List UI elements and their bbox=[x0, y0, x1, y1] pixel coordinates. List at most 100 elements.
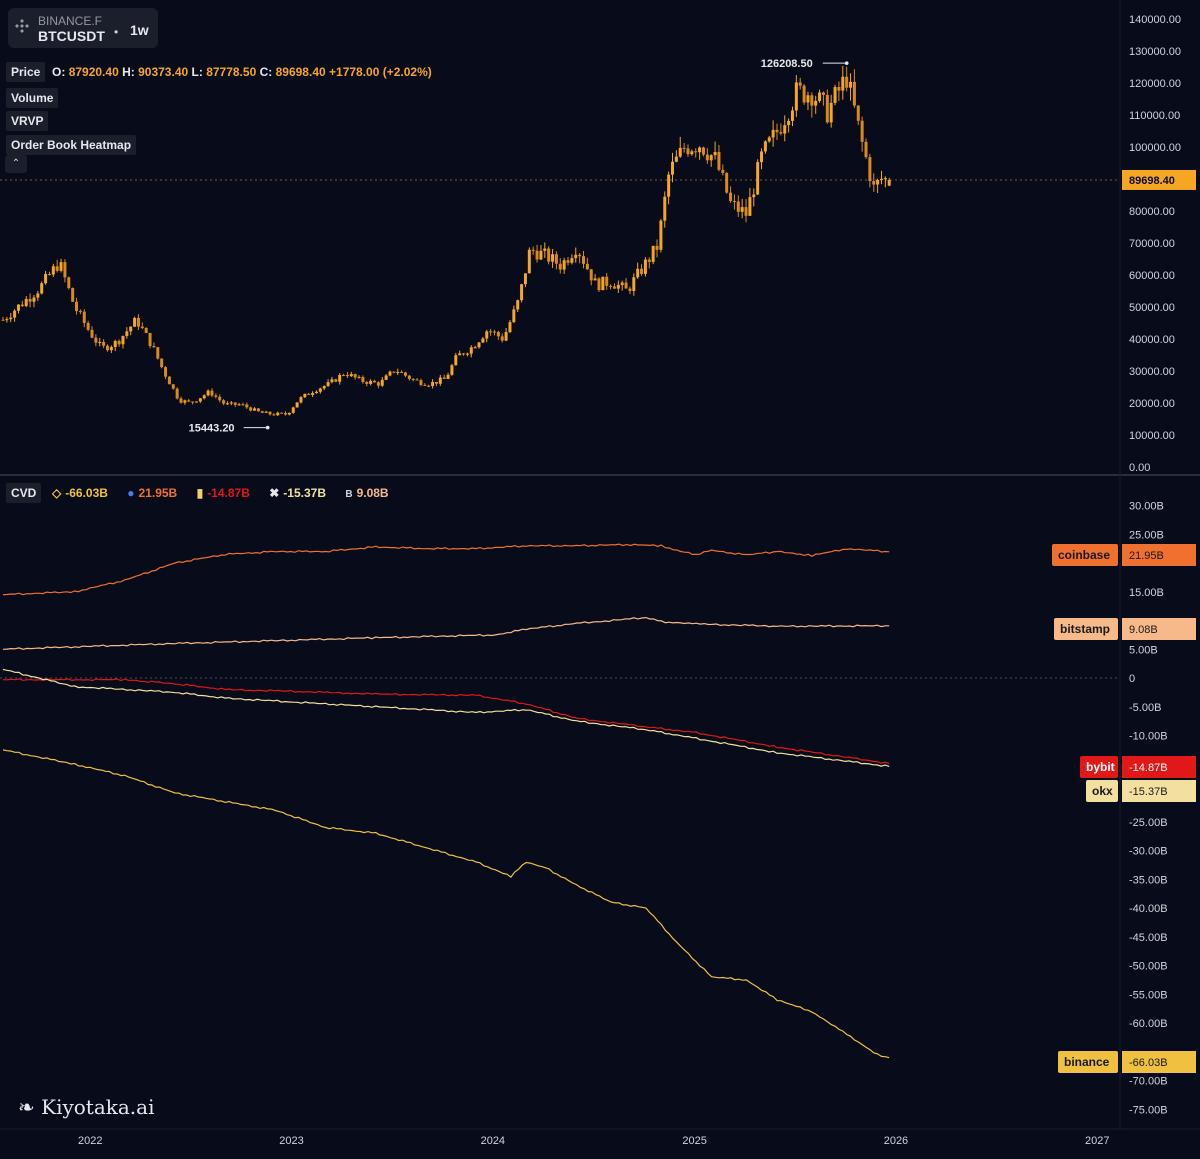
candle-body bbox=[384, 375, 388, 380]
cvd-value-tag-binance bbox=[1122, 1051, 1196, 1073]
cvd-name-tag-bitstamp bbox=[1054, 618, 1118, 640]
candle-body bbox=[40, 283, 44, 294]
price-tick-label: 10000.00 bbox=[1129, 430, 1175, 442]
candle-body bbox=[814, 100, 818, 106]
candle-body bbox=[148, 332, 152, 347]
candle-body bbox=[78, 311, 82, 313]
symbol-box[interactable] bbox=[8, 8, 158, 48]
ohlc-close-key: C: bbox=[259, 65, 273, 79]
candle-body bbox=[253, 408, 257, 411]
candle-body bbox=[256, 408, 260, 412]
candle-body bbox=[593, 278, 597, 281]
candle-body bbox=[284, 412, 288, 415]
candle-body bbox=[632, 277, 636, 291]
candle-body bbox=[419, 380, 423, 385]
cvd-tick-label: -45.00B bbox=[1129, 932, 1168, 944]
bybit-small-icon: ▮ bbox=[196, 486, 204, 500]
candle-body bbox=[477, 342, 481, 348]
candle-body bbox=[841, 76, 845, 91]
cvd-value-tag-okx bbox=[1122, 780, 1196, 802]
cvd-name-tag-okx bbox=[1086, 780, 1118, 802]
candle-body bbox=[28, 298, 32, 302]
candle-body bbox=[852, 81, 856, 106]
candle-body bbox=[276, 412, 280, 416]
candle-body bbox=[245, 404, 249, 408]
candle-body bbox=[709, 155, 713, 161]
candle-body bbox=[523, 273, 527, 285]
last-price-label: 89698.40 bbox=[1129, 175, 1175, 187]
candle-body bbox=[794, 82, 798, 111]
candle-body bbox=[554, 254, 558, 264]
candle-body bbox=[601, 276, 605, 291]
separator-dot: • bbox=[114, 25, 119, 39]
heatmap-indicator-label[interactable]: Order Book Heatmap bbox=[6, 135, 137, 155]
candle-body bbox=[729, 192, 733, 202]
candle-body bbox=[183, 400, 187, 403]
candle-body bbox=[845, 76, 849, 88]
candle-body bbox=[887, 179, 891, 186]
cvd-indicator-label[interactable]: CVD bbox=[6, 483, 42, 503]
cvd-tick-label: 15.00B bbox=[1129, 587, 1164, 599]
candle-body bbox=[125, 331, 129, 336]
candle-body bbox=[485, 331, 489, 339]
cvd-value-label-bitstamp: 9.08B bbox=[1129, 624, 1158, 636]
candle-body bbox=[1, 319, 5, 321]
candle-body bbox=[105, 345, 109, 351]
chevron-up-icon[interactable]: ⌃ bbox=[5, 155, 27, 173]
cvd-tick-label: -30.00B bbox=[1129, 846, 1168, 858]
candle-body bbox=[849, 81, 853, 88]
candle-body bbox=[330, 379, 334, 383]
candle-body bbox=[450, 365, 454, 375]
candle-body bbox=[860, 120, 864, 142]
cvd-value-tag-bitstamp bbox=[1122, 618, 1196, 640]
candle-body bbox=[690, 151, 694, 155]
volume-indicator-label[interactable]: Volume bbox=[6, 88, 59, 108]
cvd-line-bitstamp bbox=[2, 616, 890, 650]
candle-body bbox=[195, 401, 198, 403]
candle-body bbox=[361, 377, 365, 383]
candle-body bbox=[787, 120, 791, 126]
candle-body bbox=[237, 404, 241, 406]
ohlc-low: 87778.50 bbox=[206, 65, 257, 79]
candle-body bbox=[802, 85, 806, 103]
binance-logo-icon bbox=[15, 19, 29, 33]
cvd-value-label-okx: -15.37B bbox=[1129, 786, 1168, 798]
candle-body bbox=[98, 341, 102, 343]
candle-body bbox=[740, 207, 744, 212]
price-indicator-label[interactable]: Price bbox=[6, 62, 46, 82]
candle-body bbox=[75, 301, 79, 312]
candle-body bbox=[465, 353, 469, 355]
candle-body bbox=[133, 317, 137, 327]
candle-body bbox=[179, 398, 183, 403]
candle-body bbox=[713, 152, 717, 156]
candle-body bbox=[779, 132, 783, 134]
candle-body bbox=[198, 398, 202, 402]
candle-body bbox=[458, 353, 462, 356]
candle-body bbox=[767, 137, 771, 142]
candle-body bbox=[32, 297, 36, 302]
candle-body bbox=[136, 317, 140, 327]
cvd-value-tag-bybit bbox=[1122, 756, 1196, 778]
candle-body bbox=[752, 194, 756, 198]
candle-body bbox=[531, 249, 535, 251]
vrvp-indicator-label[interactable]: VRVP bbox=[6, 111, 49, 131]
candle-body bbox=[365, 382, 369, 384]
candle-body bbox=[527, 249, 531, 274]
candle-body bbox=[496, 332, 500, 337]
cvd-tick-label: -5.00B bbox=[1129, 702, 1161, 714]
candle-body bbox=[798, 82, 802, 86]
cvd-tick-label: -10.00B bbox=[1129, 731, 1168, 743]
candle-body bbox=[16, 304, 20, 311]
ohlc-open-key: O: bbox=[52, 65, 66, 79]
candle-body bbox=[338, 374, 342, 382]
candle-body bbox=[167, 376, 171, 385]
cvd-bitstamp-value: 9.08B bbox=[356, 486, 389, 500]
candle-body bbox=[140, 326, 144, 329]
candle-body bbox=[369, 380, 373, 384]
cvd-name-label-binance: binance bbox=[1064, 1055, 1110, 1069]
candle-body bbox=[357, 377, 361, 379]
candle-body bbox=[516, 300, 520, 310]
cvd-tick-label: 25.00B bbox=[1129, 529, 1164, 541]
timeframe-label[interactable]: 1w bbox=[130, 22, 149, 38]
